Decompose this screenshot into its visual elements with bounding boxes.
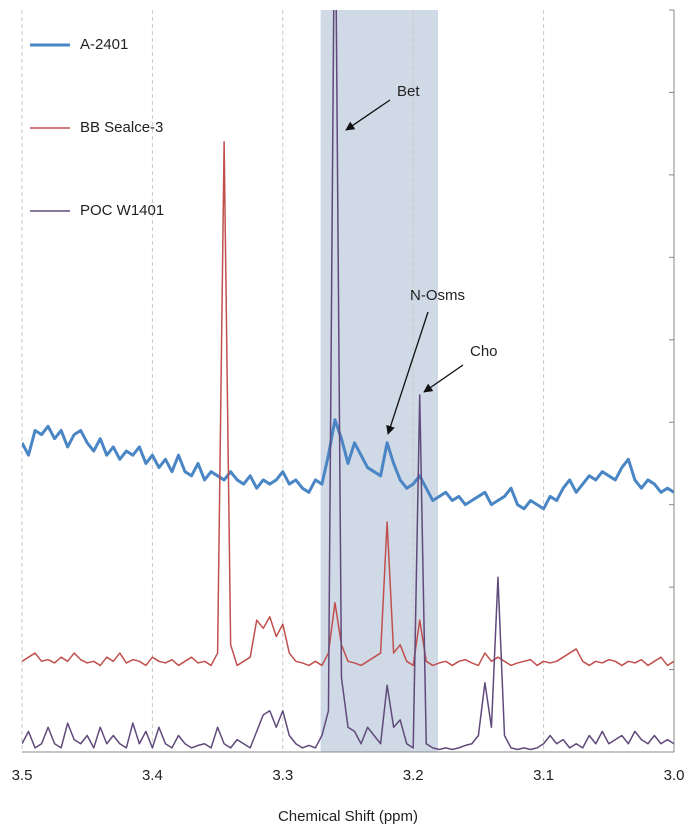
- annotation: Cho: [470, 343, 498, 360]
- series-line: [22, 10, 674, 751]
- legend-label: A-2401: [80, 36, 128, 53]
- highlight-band: [320, 10, 438, 752]
- annotation: N-Osms: [410, 287, 465, 304]
- x-tick-label: 3.5: [12, 767, 33, 784]
- x-tick-label: 3.1: [533, 767, 554, 784]
- legend-label: POC W1401: [80, 202, 164, 219]
- background-layer: [21, 10, 675, 752]
- x-tick-label: 3.2: [403, 767, 424, 784]
- series-line: [22, 141, 674, 667]
- series-line: [22, 418, 674, 511]
- legend-label: BB Sealce-3: [80, 119, 163, 136]
- x-axis-label: Chemical Shift (ppm): [278, 808, 418, 825]
- x-tick-label: 3.3: [272, 767, 293, 784]
- annotation-arrow: [423, 364, 464, 393]
- x-tick-label: 3.0: [664, 767, 685, 784]
- lines-layer: [22, 10, 674, 751]
- annotation-arrow: [345, 99, 391, 131]
- annotation: Bet: [397, 83, 420, 100]
- annotation-arrow: [386, 311, 429, 435]
- x-tick-label: 3.4: [142, 767, 163, 784]
- foreground-layer: 3.5 3.4 3.3 3.2 3.1 3.0 A-2401 BB Sealce-3 POC W…: [12, 9, 685, 784]
